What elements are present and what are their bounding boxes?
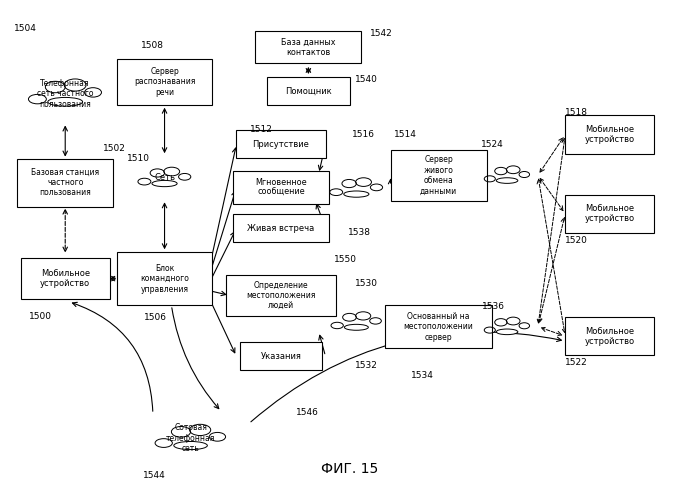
FancyBboxPatch shape [233, 171, 329, 204]
FancyBboxPatch shape [236, 130, 326, 158]
Ellipse shape [507, 166, 520, 173]
Ellipse shape [209, 432, 226, 441]
Text: Определение
местоположения
людей: Определение местоположения людей [246, 280, 316, 310]
Text: Живая встреча: Живая встреча [247, 224, 315, 233]
Text: 1538: 1538 [348, 227, 371, 237]
Text: 1502: 1502 [103, 145, 126, 153]
Ellipse shape [331, 322, 343, 329]
Text: 1540: 1540 [355, 75, 378, 84]
Ellipse shape [495, 168, 507, 175]
FancyBboxPatch shape [565, 317, 654, 355]
Text: 1506: 1506 [144, 313, 167, 321]
Text: 1524: 1524 [481, 140, 504, 148]
FancyBboxPatch shape [565, 195, 654, 233]
FancyBboxPatch shape [255, 31, 361, 64]
Text: Блок
командного
управления: Блок командного управления [140, 264, 189, 294]
Text: 1544: 1544 [143, 471, 166, 480]
Text: 1550: 1550 [334, 255, 357, 264]
Text: 1510: 1510 [127, 154, 150, 163]
Ellipse shape [342, 179, 356, 188]
Ellipse shape [356, 178, 371, 186]
Text: 1520: 1520 [565, 236, 588, 245]
Ellipse shape [45, 81, 65, 93]
Text: 1514: 1514 [394, 130, 417, 139]
Text: Указания: Указания [261, 352, 301, 361]
Text: Мобильное
устройство: Мобильное устройство [585, 125, 635, 144]
Text: 1516: 1516 [352, 130, 375, 139]
FancyBboxPatch shape [117, 59, 212, 104]
Ellipse shape [484, 176, 496, 182]
Text: Мгновенное
сообщение: Мгновенное сообщение [255, 178, 307, 197]
FancyBboxPatch shape [391, 150, 487, 200]
Ellipse shape [370, 318, 382, 324]
Ellipse shape [507, 317, 520, 325]
Text: 1522: 1522 [565, 358, 588, 367]
Text: Сервер
распознавания
речи: Сервер распознавания речи [134, 67, 195, 97]
Text: 1532: 1532 [355, 361, 378, 369]
Ellipse shape [64, 79, 86, 91]
Text: ФИГ. 15: ФИГ. 15 [321, 463, 378, 476]
Ellipse shape [178, 173, 191, 180]
Text: 1530: 1530 [355, 279, 378, 288]
Ellipse shape [138, 178, 151, 185]
Ellipse shape [344, 191, 369, 197]
Text: Мобильное
устройство: Мобильное устройство [585, 204, 635, 223]
Text: Сервер
живого
обмена
данными: Сервер живого обмена данными [420, 155, 457, 196]
Ellipse shape [330, 189, 343, 196]
Text: 1518: 1518 [565, 108, 589, 118]
Ellipse shape [484, 327, 496, 333]
Ellipse shape [370, 184, 382, 191]
Text: 1542: 1542 [370, 29, 393, 38]
Text: Мобильное
устройство: Мобильное устройство [40, 269, 90, 288]
Text: 1546: 1546 [296, 408, 319, 416]
Text: 1500: 1500 [29, 312, 52, 320]
FancyBboxPatch shape [565, 115, 654, 154]
FancyBboxPatch shape [385, 305, 491, 348]
Ellipse shape [189, 424, 210, 436]
Text: 1508: 1508 [140, 41, 164, 50]
Ellipse shape [496, 178, 518, 183]
Ellipse shape [496, 329, 518, 335]
Text: Присутствие: Присутствие [252, 140, 310, 148]
Text: База данных
контактов: База данных контактов [281, 37, 336, 57]
FancyBboxPatch shape [233, 214, 329, 242]
Text: 1512: 1512 [250, 125, 273, 134]
FancyBboxPatch shape [226, 275, 336, 316]
Ellipse shape [155, 439, 173, 447]
Ellipse shape [343, 314, 356, 321]
Text: Телефонная
сеть частного
пользования: Телефонная сеть частного пользования [37, 79, 94, 109]
FancyBboxPatch shape [117, 252, 212, 305]
Ellipse shape [356, 312, 370, 320]
Text: 1534: 1534 [411, 371, 434, 380]
Ellipse shape [519, 323, 530, 329]
Ellipse shape [345, 324, 368, 330]
Ellipse shape [495, 318, 507, 326]
Ellipse shape [174, 441, 208, 450]
Text: Базовая станция
частного
пользования: Базовая станция частного пользования [31, 168, 99, 197]
Text: Основанный на
местоположении
сервер: Основанный на местоположении сервер [404, 312, 473, 342]
Text: Сотовая
телефонная
сеть: Сотовая телефонная сеть [166, 423, 215, 453]
Ellipse shape [171, 426, 191, 437]
Text: 1504: 1504 [14, 24, 37, 33]
Ellipse shape [29, 95, 46, 104]
Ellipse shape [85, 88, 101, 97]
FancyBboxPatch shape [17, 159, 113, 207]
FancyBboxPatch shape [240, 343, 322, 370]
FancyBboxPatch shape [21, 258, 110, 299]
FancyBboxPatch shape [267, 77, 350, 105]
Text: Сеть: Сеть [154, 173, 175, 182]
Ellipse shape [164, 167, 180, 176]
Ellipse shape [48, 98, 82, 106]
Text: 1536: 1536 [482, 302, 505, 311]
Text: Помощник: Помощник [285, 87, 332, 96]
Ellipse shape [150, 169, 164, 177]
Ellipse shape [519, 172, 530, 177]
Ellipse shape [152, 180, 177, 187]
Text: Мобильное
устройство: Мобильное устройство [585, 326, 635, 346]
